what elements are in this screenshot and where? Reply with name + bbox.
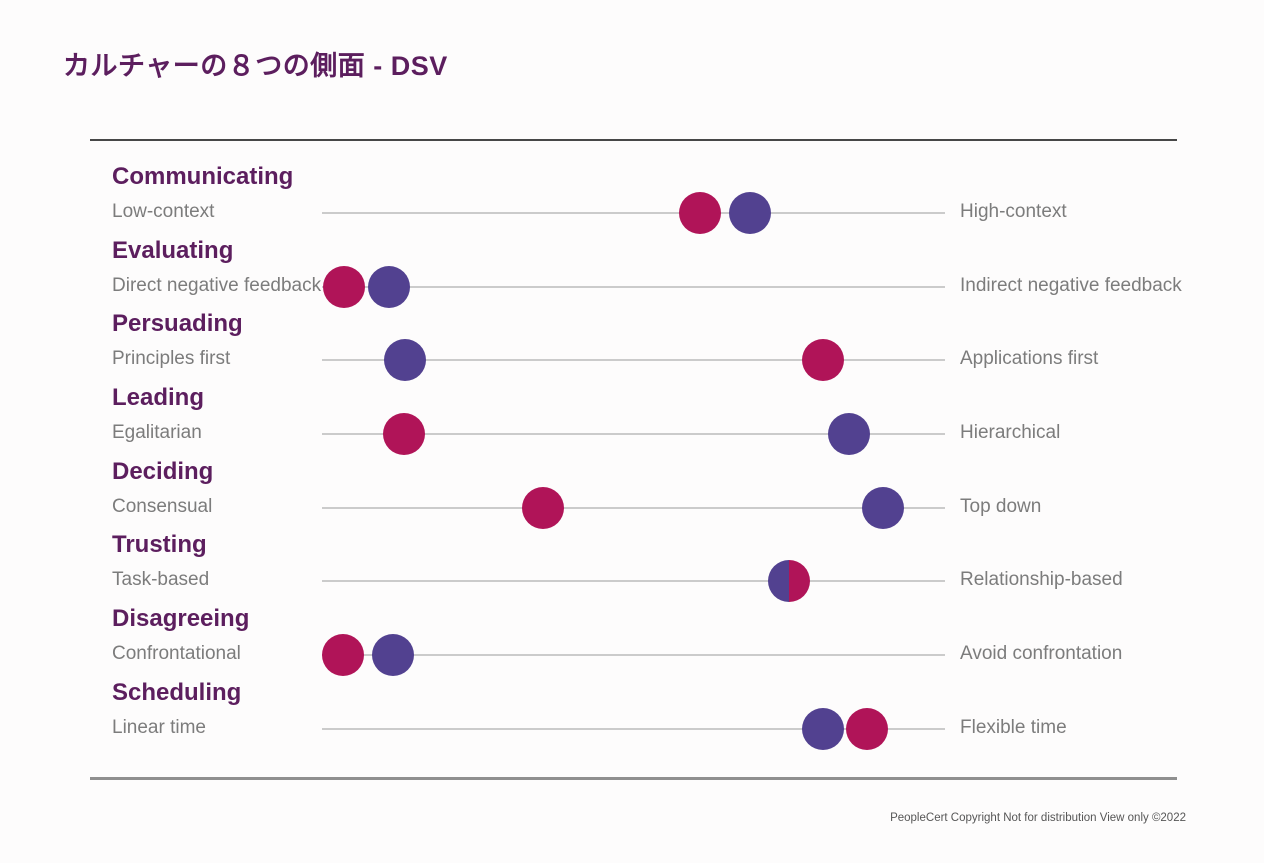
scale-right-label: Relationship-based [960, 569, 1123, 591]
scale-left-label: Principles first [112, 348, 231, 370]
scale-right-label: Flexible time [960, 716, 1067, 738]
purple-dot [372, 634, 415, 677]
culture-dimension-row: Trusting Task-based Relationship-based [0, 515, 1264, 603]
scale-right-label: Top down [960, 495, 1042, 517]
purple-dot [801, 707, 844, 750]
dimension-heading: Evaluating [112, 236, 234, 264]
scale-track [322, 506, 945, 509]
scale-left-label: Low-context [112, 201, 215, 222]
culture-dimension-row: Disagreeing Confrontational Avoid confront… [0, 589, 1264, 677]
scale-track [322, 212, 945, 214]
culture-scale-rows: Communicating Low-context High-context Eval… [0, 147, 1264, 750]
scale-track [322, 285, 945, 288]
scale-right-label: Avoid confrontation [960, 643, 1123, 665]
slide-title: カルチャーの８つの側面 - DSV [63, 51, 448, 81]
crimson-dot [322, 265, 365, 308]
crimson-dot [846, 707, 889, 750]
scale-right-label: Hierarchical [960, 422, 1061, 444]
culture-dimension-row: Leading Egalitarian Hierarchical [0, 368, 1264, 456]
purple-dot [828, 413, 871, 456]
dimension-heading: Scheduling [112, 678, 242, 706]
purple-dot [729, 192, 771, 234]
scale-left-label: Confrontational [112, 643, 241, 665]
scale-track [322, 433, 945, 436]
top-divider [90, 139, 1177, 141]
purple-dot [368, 265, 411, 308]
scale-track [322, 359, 945, 362]
scale-track [322, 580, 945, 583]
dimension-heading: Leading [112, 384, 205, 412]
split-dot [768, 560, 811, 603]
scale-track [322, 727, 945, 730]
scale-track [322, 654, 945, 657]
culture-dimension-row: Communicating Low-context High-context [0, 147, 1264, 234]
crimson-dot [801, 339, 844, 382]
purple-dot [861, 486, 904, 529]
crimson-dot [679, 192, 722, 234]
dimension-heading: Trusting [112, 531, 207, 559]
crimson-dot [383, 413, 426, 456]
scale-right-label: High-context [960, 201, 1067, 222]
dimension-heading: Persuading [112, 310, 243, 338]
purple-dot [383, 339, 426, 382]
crimson-dot [322, 634, 365, 677]
culture-dimension-row: Evaluating Direct negative feedback Indire… [0, 221, 1264, 308]
scale-left-label: Direct negative feedback [112, 274, 322, 296]
culture-dimension-row: Scheduling Linear time Flexible time [0, 663, 1264, 750]
copyright-footer: PeopleCert Copyright Not for distributio… [890, 812, 1186, 824]
scale-left-label: Linear time [112, 716, 206, 738]
culture-dimension-row: Deciding Consensual Top down [0, 442, 1264, 529]
dimension-heading: Deciding [112, 457, 214, 485]
dimension-heading: Communicating [112, 163, 294, 190]
bottom-divider [90, 777, 1177, 780]
dimension-heading: Disagreeing [112, 605, 250, 633]
culture-dimension-row: Persuading Principles first Applications f… [0, 294, 1264, 382]
scale-left-label: Egalitarian [112, 422, 202, 444]
scale-right-label: Indirect negative feedback [960, 274, 1182, 296]
scale-left-label: Task-based [112, 569, 210, 591]
crimson-dot [522, 486, 565, 529]
scale-right-label: Applications first [960, 348, 1099, 370]
scale-left-label: Consensual [112, 495, 213, 517]
